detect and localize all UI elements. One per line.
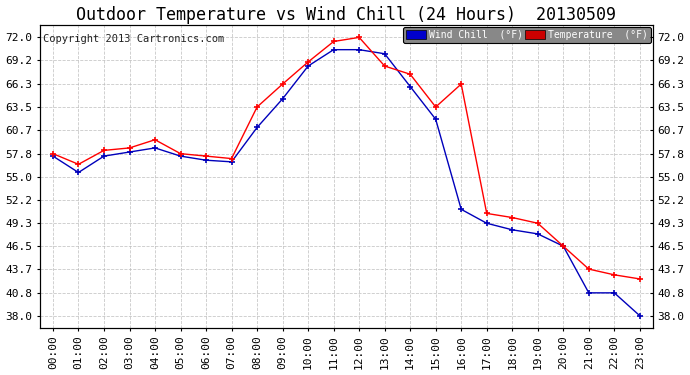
Text: Copyright 2013 Cartronics.com: Copyright 2013 Cartronics.com — [43, 34, 224, 44]
Legend: Wind Chill  (°F), Temperature  (°F): Wind Chill (°F), Temperature (°F) — [403, 27, 651, 43]
Title: Outdoor Temperature vs Wind Chill (24 Hours)  20130509: Outdoor Temperature vs Wind Chill (24 Ho… — [77, 6, 616, 24]
